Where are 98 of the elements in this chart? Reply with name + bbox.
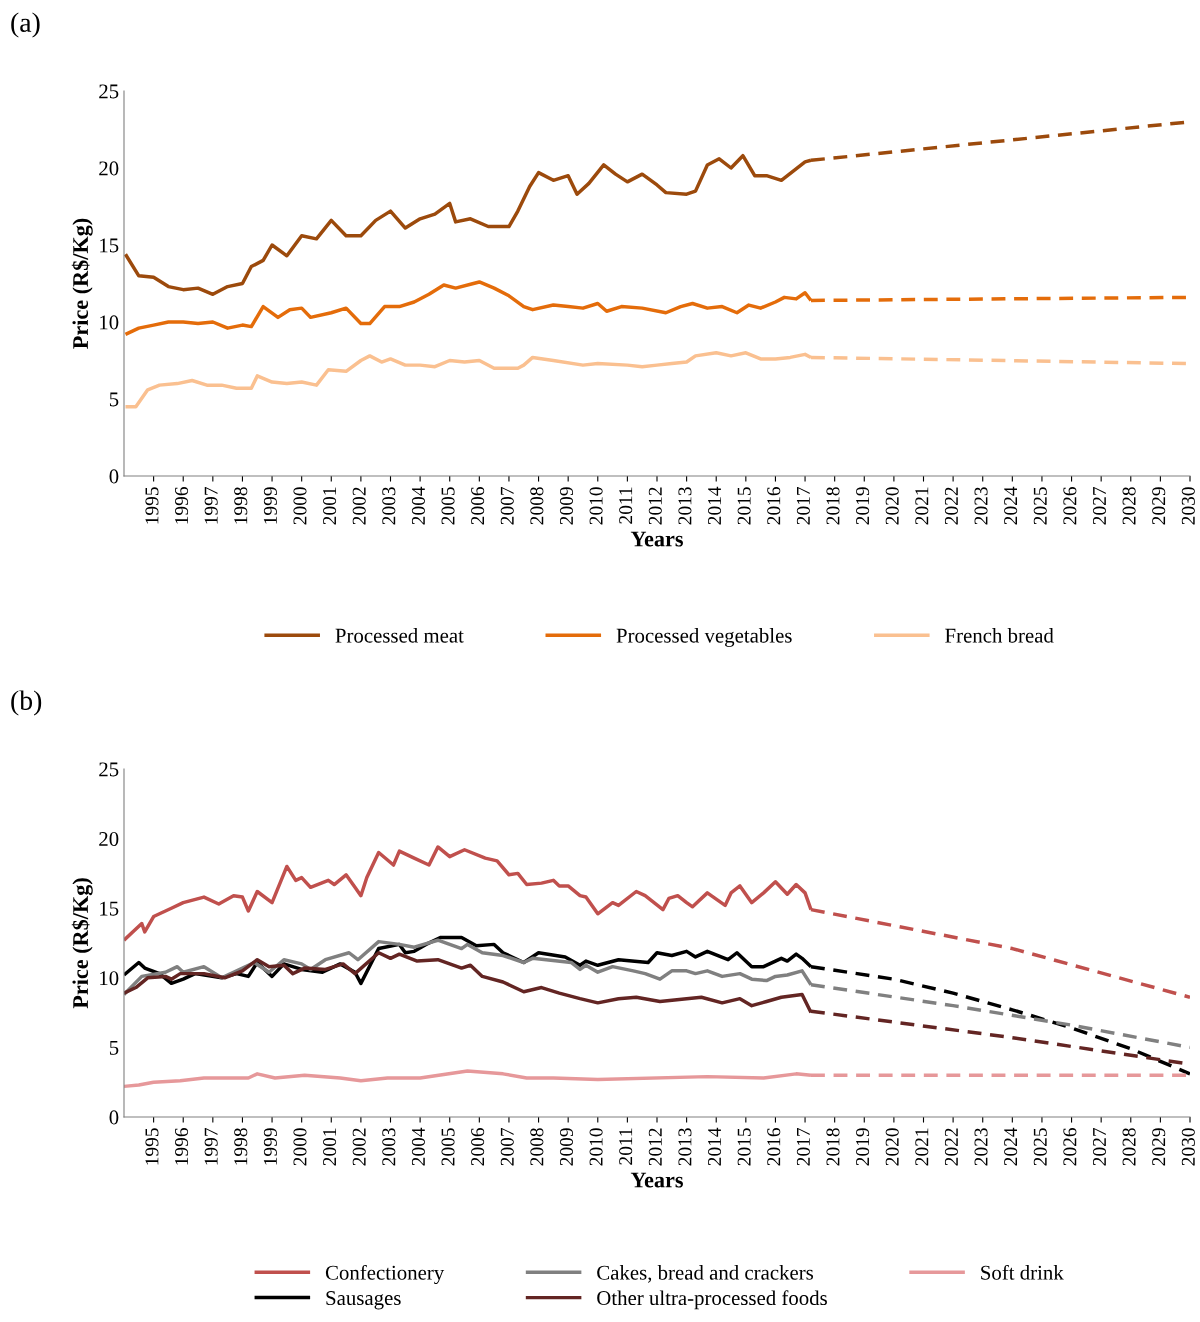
legend-label: Soft drink — [981, 1264, 1064, 1280]
x-tick-label: 2012 — [648, 1128, 662, 1166]
chart-title: (b) — [11, 690, 42, 716]
legend-label: Other ultra-processed foods — [597, 1290, 827, 1310]
x-tick-label: 2008 — [530, 1128, 544, 1166]
x-tick-label: 2006 — [471, 487, 485, 525]
y-tick-label: 20 — [99, 161, 119, 176]
x-tick-label: 2012 — [648, 487, 662, 525]
x-tick-label: 2008 — [530, 487, 544, 525]
x-tick-label: 2021 — [915, 1128, 929, 1166]
x-tick-label: 2023 — [974, 487, 988, 525]
legend-label: Processed meat — [335, 628, 464, 643]
y-tick-label: 15 — [100, 238, 119, 253]
x-tick-label: 2019 — [856, 1128, 870, 1166]
x-tick-label: 2003 — [382, 487, 396, 525]
y-tick-label: 25 — [99, 84, 119, 99]
y-tick-label: 0 — [109, 469, 119, 484]
x-tick-label: 2020 — [885, 487, 899, 525]
y-axis-title: Price (R$/Kg) — [71, 218, 93, 349]
x-tick-label: 2018 — [826, 487, 840, 525]
legend-label: Cakes, bread and crackers — [597, 1265, 814, 1283]
x-tick-label: 1999 — [263, 487, 277, 524]
x-tick-label: 2002 — [352, 487, 366, 525]
x-tick-label: 2014 — [707, 1127, 722, 1166]
x-tick-label: 2005 — [441, 1128, 455, 1166]
x-tick-label: 2025 — [1033, 1128, 1047, 1166]
x-tick-label: 2030 — [1181, 487, 1195, 525]
legend-label: Sausages — [326, 1291, 401, 1310]
chart-title: (a) — [11, 12, 40, 38]
x-tick-label: 2010 — [589, 487, 603, 525]
x-tick-label: 2015 — [737, 487, 751, 525]
x-tick-label: 1998 — [234, 487, 248, 524]
x-tick-label: 2023 — [974, 1128, 988, 1166]
x-tick-label: 2005 — [441, 487, 455, 525]
y-tick-label: 5 — [109, 1040, 119, 1055]
x-tick-label: 2011 — [619, 1128, 633, 1165]
x-tick-label: 2001 — [323, 487, 337, 525]
x-tick-label: 2018 — [826, 1128, 840, 1166]
x-tick-label: 2024 — [1004, 1127, 1018, 1166]
x-tick-label: 2003 — [382, 1128, 396, 1166]
x-tick-label: 2013 — [678, 487, 692, 525]
x-tick-label: 2015 — [737, 1128, 751, 1166]
x-tick-label: 2029 — [1152, 1128, 1166, 1166]
y-tick-label: 20 — [99, 831, 119, 847]
x-tick-label: 2010 — [589, 1128, 603, 1166]
x-tick-label: 2013 — [678, 1128, 692, 1166]
y-tick-label: 0 — [109, 1110, 119, 1125]
y-tick-label: 15 — [100, 901, 119, 916]
x-tick-label: 2026 — [1063, 1128, 1077, 1166]
x-tick-label: 2024 — [1004, 486, 1018, 525]
x-tick-label: 2004 — [411, 486, 425, 525]
x-tick-label: 2000 — [293, 487, 307, 525]
y-tick-label: 25 — [99, 762, 119, 777]
y-tick-label: 5 — [109, 392, 119, 407]
x-tick-label: 2025 — [1033, 487, 1047, 525]
x-axis-title: Years — [630, 531, 683, 547]
x-tick-label: 2016 — [767, 1128, 781, 1166]
x-tick-label: 2028 — [1122, 487, 1136, 525]
x-tick-label: 2011 — [619, 487, 633, 524]
x-tick-label: 2001 — [323, 1128, 337, 1166]
legend-label: French bread — [945, 628, 1054, 643]
x-tick-label: 2000 — [293, 1128, 307, 1166]
x-tick-label: 2007 — [500, 1127, 514, 1166]
x-tick-label: 2022 — [944, 487, 958, 525]
x-tick-label: 1996 — [175, 1128, 189, 1165]
x-tick-label: 1996 — [175, 487, 189, 524]
x-tick-label: 2022 — [944, 1128, 958, 1166]
x-tick-label: 2004 — [411, 1127, 425, 1166]
x-tick-label: 2029 — [1152, 487, 1166, 525]
y-axis-title: Price (R$/Kg) — [71, 878, 93, 1009]
x-tick-label: 1998 — [234, 1128, 248, 1165]
x-tick-label: 1995 — [145, 1128, 159, 1165]
x-tick-label: 2017 — [796, 486, 810, 525]
x-tick-label: 2027 — [1092, 486, 1107, 525]
x-tick-label: 2017 — [796, 1127, 810, 1166]
x-tick-label: 1997 — [204, 1127, 218, 1165]
y-tick-label: 10 — [100, 315, 119, 330]
x-tick-label: 2028 — [1122, 1128, 1136, 1166]
x-tick-label: 2026 — [1063, 487, 1077, 525]
x-tick-label: 2007 — [500, 486, 514, 525]
x-tick-label: 2014 — [707, 486, 722, 525]
x-tick-label: 2021 — [915, 487, 929, 525]
x-axis-title: Years — [630, 1172, 683, 1188]
legend-label: Confectionery — [325, 1264, 445, 1285]
x-tick-label: 2020 — [885, 1128, 899, 1166]
y-tick-label: 10 — [100, 971, 119, 986]
x-tick-label: 1999 — [263, 1128, 277, 1165]
x-tick-label: 2009 — [559, 1128, 574, 1166]
x-tick-label: 2009 — [559, 487, 574, 525]
x-tick-label: 2006 — [471, 1128, 485, 1166]
x-tick-label: 2030 — [1181, 1128, 1195, 1166]
x-tick-label: 1995 — [145, 487, 159, 524]
legend-label: Processed vegetables — [616, 628, 792, 647]
x-tick-label: 1997 — [204, 486, 218, 524]
x-tick-label: 2016 — [767, 487, 781, 525]
x-tick-label: 2019 — [856, 487, 870, 525]
x-tick-label: 2002 — [352, 1128, 366, 1166]
x-tick-label: 2027 — [1092, 1127, 1107, 1166]
